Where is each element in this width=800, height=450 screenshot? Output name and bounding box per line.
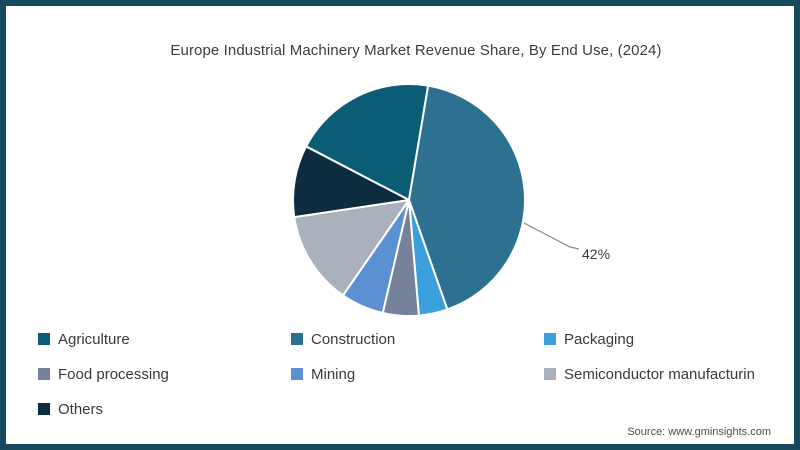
- legend-item-food-processing: Food processing: [38, 366, 291, 382]
- source-attribution: Source: www.gminsights.com: [627, 426, 771, 438]
- pie-area: [276, 67, 542, 333]
- pie-slice-construction: [408, 84, 526, 311]
- legend-swatch-construction: [291, 333, 303, 345]
- legend-item-semiconductor-manufacturing: Semiconductor manufacturin: [544, 366, 794, 382]
- callout-value-label: 42%: [582, 246, 611, 262]
- legend-swatch-agriculture: [38, 333, 50, 345]
- pie-slice-semiconductor-manufacturing: [293, 199, 410, 297]
- pie-slice-agriculture: [305, 83, 430, 201]
- legend-swatch-mining: [291, 368, 303, 380]
- legend-item-packaging: Packaging: [544, 331, 794, 347]
- legend-item-mining: Mining: [291, 366, 544, 382]
- legend-swatch-food-processing: [38, 368, 50, 380]
- legend-label: Agriculture: [58, 331, 130, 347]
- legend-item-others: Others: [38, 401, 291, 417]
- legend-item-construction: Construction: [291, 331, 544, 347]
- chart-title: Europe Industrial Machinery Market Reven…: [170, 42, 662, 59]
- legend-swatch-others: [38, 403, 50, 415]
- pie-slice-others: [292, 145, 410, 219]
- legend-label: Mining: [311, 366, 356, 382]
- legend-label: Semiconductor manufacturin: [564, 366, 755, 382]
- legend-label: Packaging: [564, 331, 635, 347]
- legend: Agriculture Construction Packaging Food pro…: [38, 331, 794, 417]
- pie-chart: [292, 83, 526, 317]
- legend-label: Construction: [311, 331, 396, 347]
- legend-label: Others: [58, 401, 104, 417]
- legend-swatch-packaging: [544, 333, 556, 345]
- legend-swatch-semiconductor-manufacturing: [544, 368, 556, 380]
- legend-item-agriculture: Agriculture: [38, 331, 291, 347]
- legend-label: Food processing: [58, 366, 169, 382]
